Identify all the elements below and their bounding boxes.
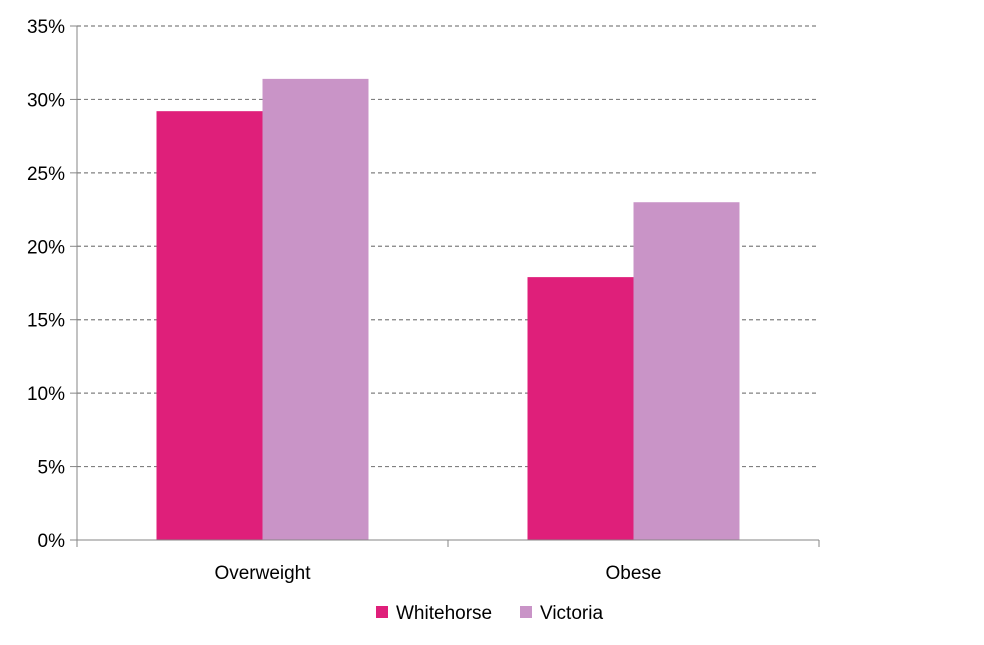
y-tick-label: 35% [27, 17, 65, 38]
legend-swatch-victoria [520, 606, 532, 618]
bar-whitehorse-overweight [156, 111, 263, 541]
y-tick-label: 30% [27, 90, 65, 111]
legend: Whitehorse Victoria [376, 603, 603, 624]
x-category-label: Overweight [214, 563, 311, 584]
bar-whitehorse-obese [527, 277, 634, 540]
y-tick-label: 25% [27, 164, 65, 185]
y-tick-label: 5% [38, 458, 66, 479]
legend-label-whitehorse: Whitehorse [396, 603, 492, 624]
legend-label-victoria: Victoria [540, 603, 603, 624]
y-tick-label: 0% [38, 531, 66, 552]
bar-victoria-obese [633, 202, 740, 540]
bars [156, 78, 740, 541]
bar-victoria-overweight [262, 78, 369, 541]
x-category-labels: Overweight Obese [214, 563, 661, 584]
y-tick-label: 10% [27, 384, 65, 405]
legend-swatch-whitehorse [376, 606, 388, 618]
y-tick-label: 15% [27, 311, 65, 332]
x-category-label: Obese [606, 563, 662, 584]
y-tick-label: 20% [27, 237, 65, 258]
axes [70, 25, 820, 547]
y-tick-labels: 0% 5% 10% 15% 20% 25% 30% 35% [27, 17, 65, 552]
